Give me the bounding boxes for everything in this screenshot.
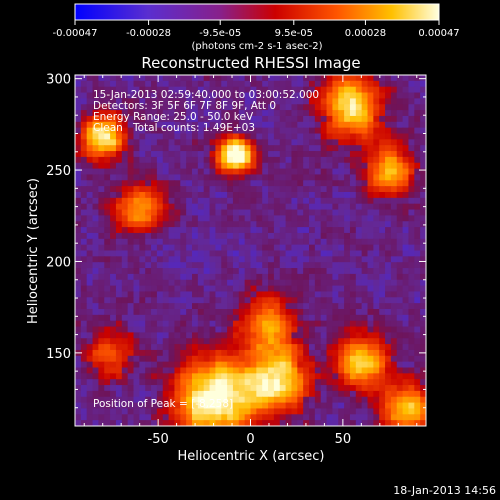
- axis-ticks: -50 0 50 150 200 250 300: [46, 73, 426, 447]
- x-tick-label: -50: [148, 432, 169, 447]
- colorbar-ticks: -0.00047 -0.00028 -9.5e-05 9.5e-05 0.00028 0.…: [53, 20, 460, 39]
- colorbar-tick-label: 0.00028: [345, 28, 386, 39]
- annotation-detectors: Detectors: 3F 5F 6F 7F 8F 9F, Att 0: [93, 100, 276, 112]
- colorbar-tick-label: 9.5e-05: [275, 28, 313, 39]
- y-tick-label: 250: [46, 164, 71, 179]
- annotation-total-counts: Total counts: 1.49E+03: [132, 122, 255, 134]
- annotation-time-range: 15-Jan-2013 02:59:40.000 to 03:00:52.000: [93, 89, 319, 101]
- colorbar-tick-label: 0.00047: [418, 28, 459, 39]
- colorbar-units: (photons cm-2 s-1 asec-2): [191, 41, 322, 52]
- heatmap-image: [75, 75, 426, 426]
- footer-timestamp: 18-Jan-2013 14:56: [393, 484, 496, 497]
- chart-title: Reconstructed RHESSI Image: [141, 54, 360, 72]
- colorbar-tick-label: -0.00047: [53, 28, 98, 39]
- peak-position-label: Position of Peak = [-8,258]: [93, 398, 233, 410]
- colorbar-tick-label: -0.00028: [126, 28, 171, 39]
- y-tick-label: 150: [46, 347, 71, 362]
- peak-position-value: -8,258]: [195, 398, 233, 410]
- annotation-energy-range: Energy Range: 25.0 - 50.0 keV: [93, 111, 254, 123]
- y-tick-label: 200: [46, 255, 71, 270]
- y-axis-label: Heliocentric Y (arcsec): [26, 178, 41, 324]
- colorbar-tick-label: -9.5e-05: [199, 28, 241, 39]
- x-tick-label: 0: [246, 432, 254, 447]
- colorbar: [74, 3, 440, 21]
- x-tick-label: 50: [335, 432, 352, 447]
- annotation-clean: Clean: [93, 122, 123, 134]
- y-tick-label: 300: [46, 73, 71, 88]
- info-annotations: 15-Jan-2013 02:59:40.000 to 03:00:52.000…: [93, 89, 319, 134]
- x-axis-label: Heliocentric X (arcsec): [178, 449, 325, 464]
